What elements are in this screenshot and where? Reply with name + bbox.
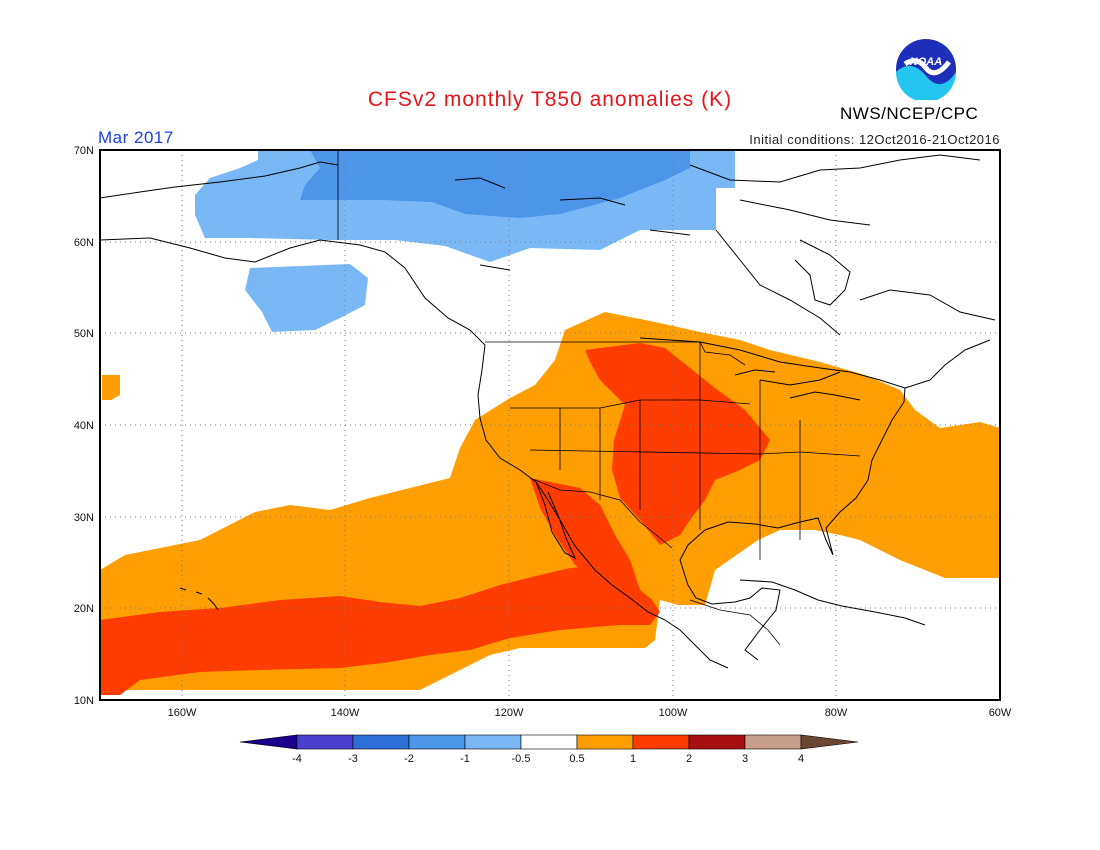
colorbar-tick-label: -2 xyxy=(404,753,414,765)
lon-axis: 160W 140W 120W 100W 80W 60W xyxy=(168,707,1012,719)
lat-label: 60N xyxy=(74,237,94,249)
valid-month: Mar 2017 xyxy=(98,128,174,147)
colorbar-segment xyxy=(576,734,634,750)
lon-label: 120W xyxy=(495,707,524,719)
lon-label: 100W xyxy=(659,707,688,719)
lat-axis: 70N 60N 50N 40N 30N 20N 10N xyxy=(74,145,94,707)
lat-label: 40N xyxy=(74,420,94,432)
colorbar-tick-label: -4 xyxy=(292,753,302,765)
lon-label: 140W xyxy=(331,707,360,719)
colorbar-tick-label: 3 xyxy=(742,753,748,765)
lat-label: 70N xyxy=(74,145,94,157)
colorbar-tick-label: -1 xyxy=(460,753,470,765)
coastlines xyxy=(100,154,996,669)
colorbar-tick-label: 2 xyxy=(686,753,692,765)
colorbar-tick-label: -0.5 xyxy=(512,753,531,765)
colorbar-tick-label: 0.5 xyxy=(569,753,584,765)
agency-label: NWS/NCEP/CPC xyxy=(840,104,979,123)
political-boundaries xyxy=(337,150,861,646)
warm-anomaly-pacific-band xyxy=(100,566,660,695)
colorbar-segment xyxy=(408,734,466,750)
warm-anomaly-mexico xyxy=(530,478,640,600)
colorbar-tick-label: 1 xyxy=(630,753,636,765)
initial-conditions: Initial conditions: 12Oct2016-21Oct2016 xyxy=(749,132,1000,147)
warm-anomaly-central xyxy=(585,343,770,545)
lon-label: 160W xyxy=(168,707,197,719)
colorbar-segment xyxy=(744,734,802,750)
colorbar-segment xyxy=(352,734,410,750)
noaa-logo: NOAA xyxy=(896,39,956,100)
cold-anomaly-region-pacific xyxy=(245,264,368,332)
lon-label: 60W xyxy=(989,707,1012,719)
lat-label: 20N xyxy=(74,603,94,615)
lon-label: 80W xyxy=(825,707,848,719)
map-frame xyxy=(99,149,1001,701)
colorbar-tick-label: 4 xyxy=(798,753,804,765)
map-field xyxy=(100,150,1000,700)
lat-label: 50N xyxy=(74,328,94,340)
map-title: CFSv2 monthly T850 anomalies (K) xyxy=(367,88,733,111)
logo-text: NOAA xyxy=(910,56,942,68)
lat-label: 10N xyxy=(74,695,94,707)
lat-label: 30N xyxy=(74,512,94,524)
colorbar-segment xyxy=(464,734,522,750)
colorbar-segment xyxy=(688,734,746,750)
colorbar-segment xyxy=(296,734,354,750)
warm-anomaly-small xyxy=(102,375,120,400)
colorbar-segment xyxy=(520,734,578,750)
colorbar-tick-label: -3 xyxy=(348,753,358,765)
colorbar-arrow-low xyxy=(239,734,298,750)
colorbar-arrow-high xyxy=(800,734,859,750)
map-grid xyxy=(100,150,1000,700)
colorbar-segment xyxy=(632,734,690,750)
